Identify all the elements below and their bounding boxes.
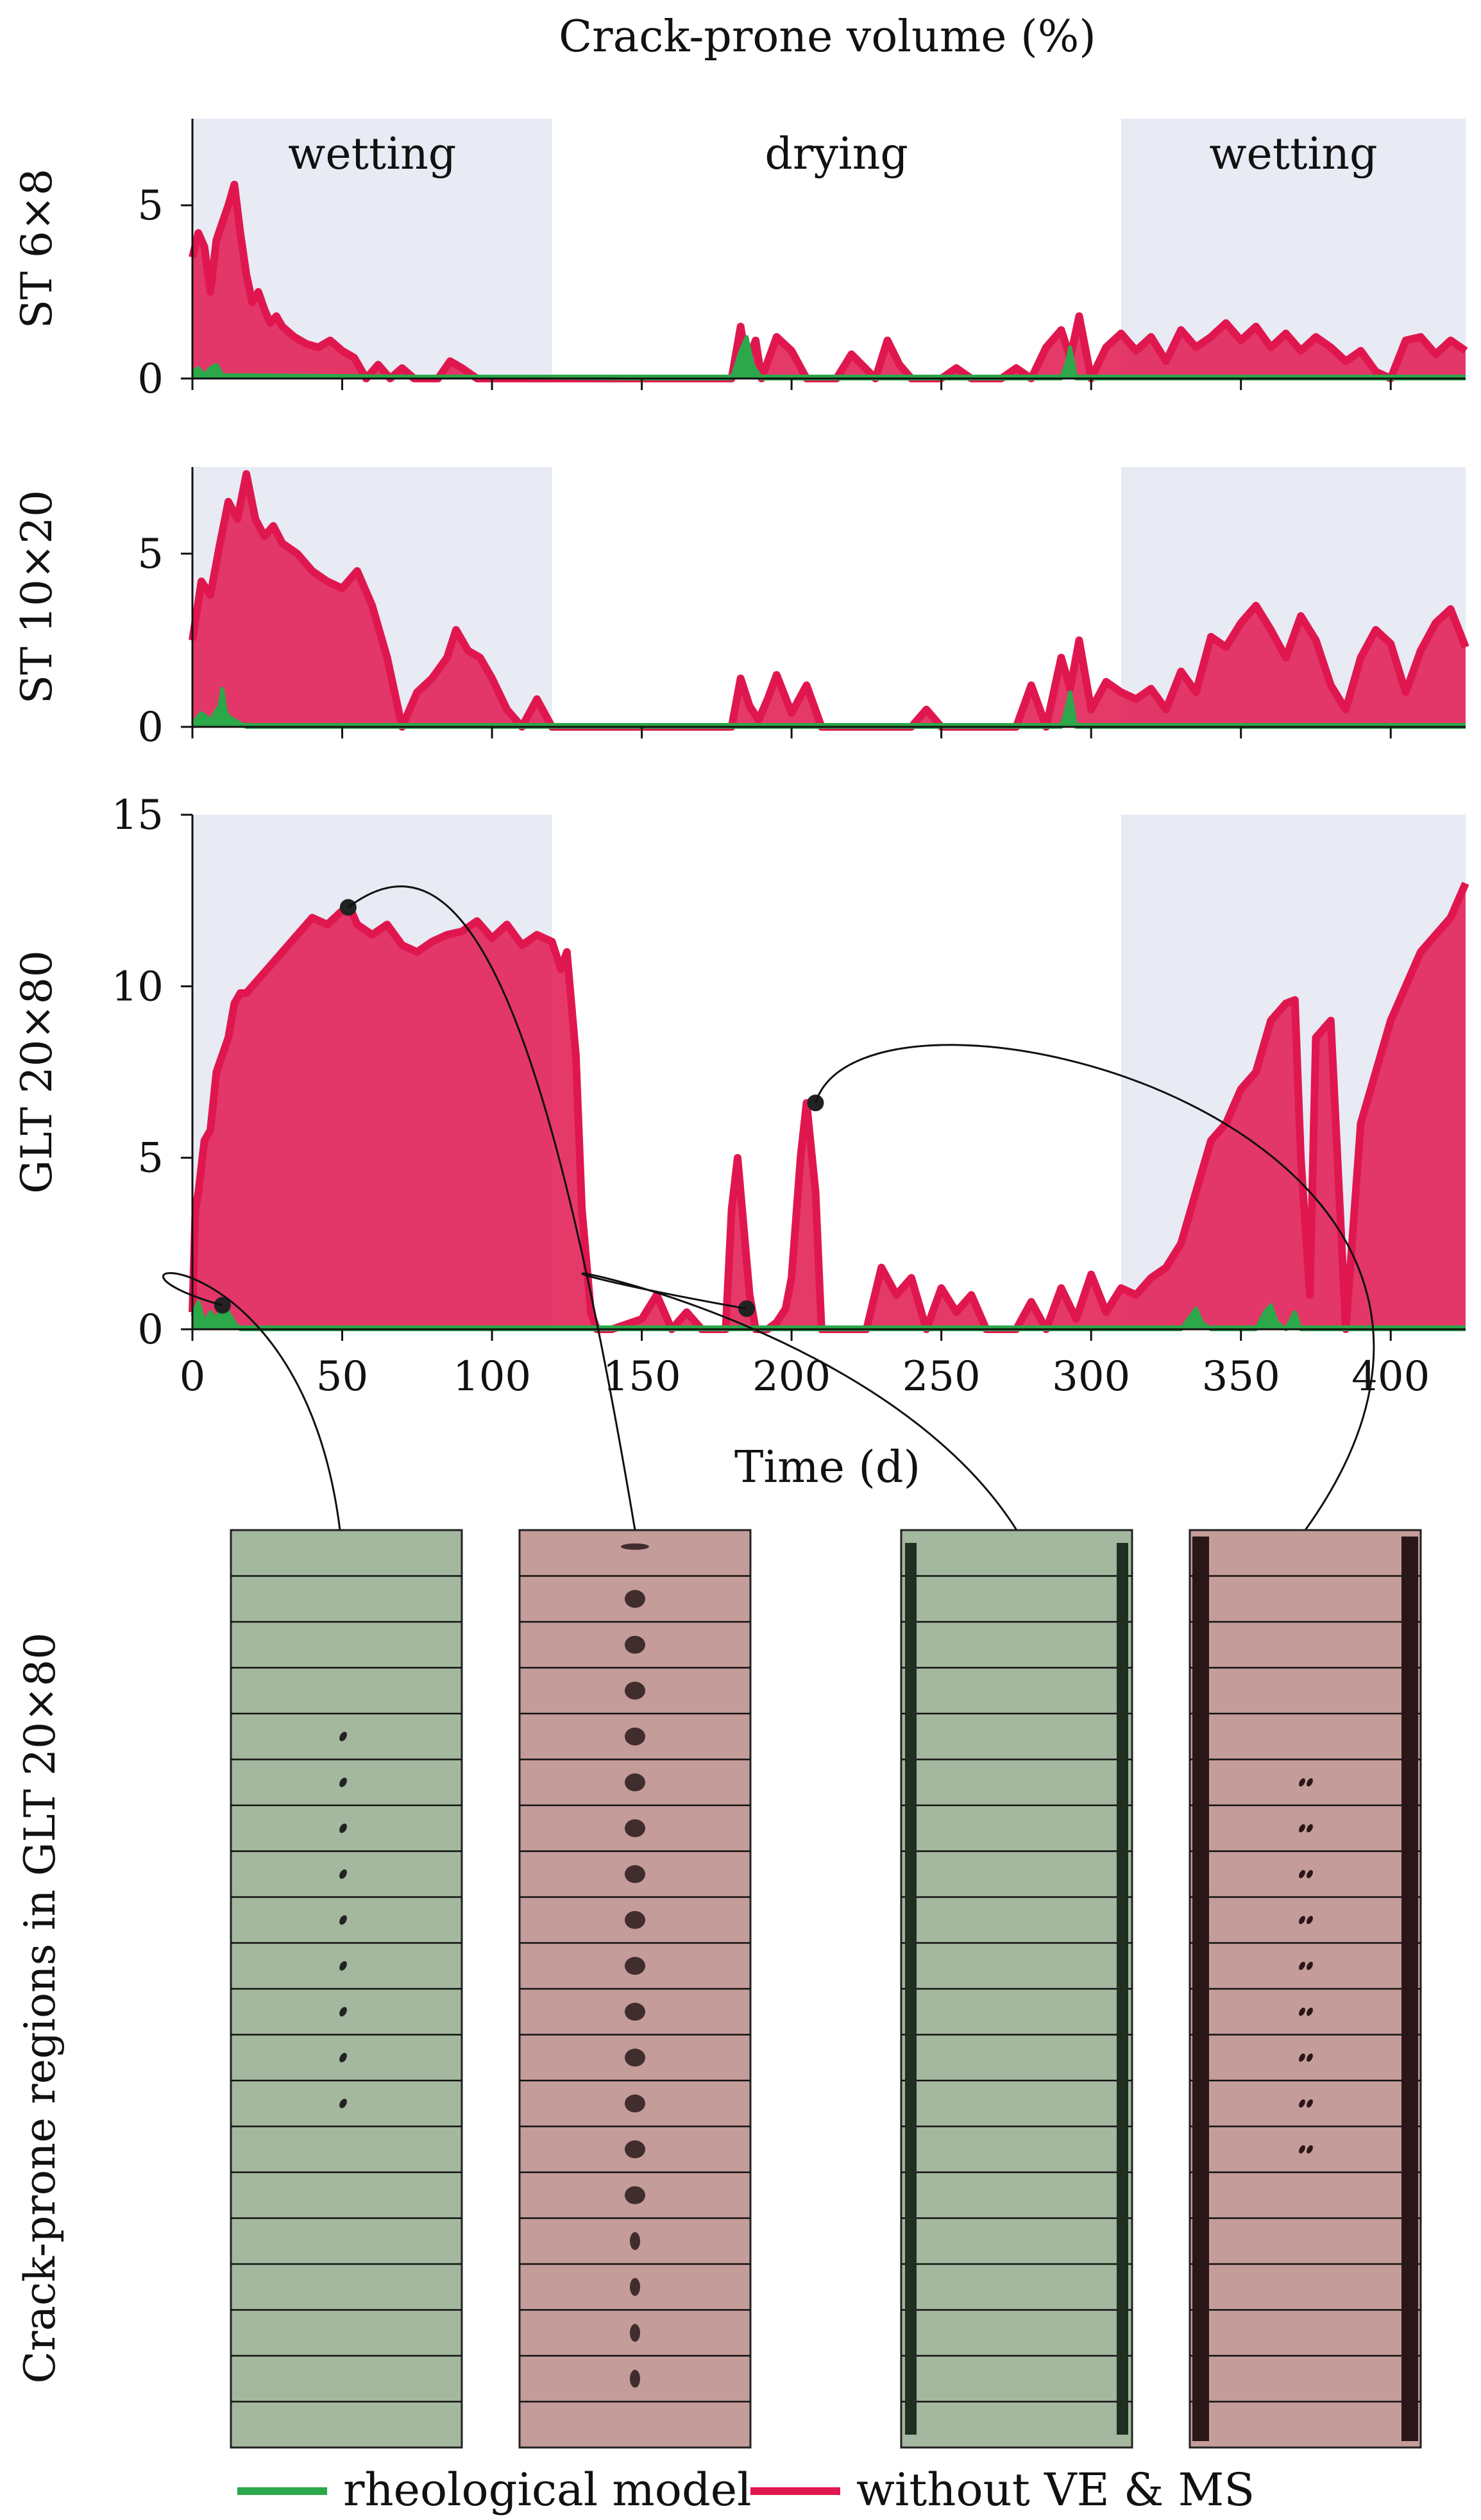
crack-region	[621, 1543, 649, 1550]
crack-region	[625, 1590, 645, 1608]
crack-region	[1299, 1824, 1305, 1833]
crack-region	[1307, 2145, 1313, 2154]
crack-region	[1299, 1916, 1305, 1925]
y-axis-label: ST 10×20	[12, 490, 62, 704]
legend: rheological model without VE & MS	[237, 2464, 1255, 2516]
crack-region	[625, 2002, 645, 2021]
connector-curve	[815, 1044, 1375, 1531]
y-tick-label: 15	[112, 792, 164, 839]
crack-region	[1299, 2145, 1305, 2154]
thumbnail-y-label: Crack-prone regions in GLT 20×80	[15, 1633, 65, 2384]
x-axis-label: Time (d)	[734, 1442, 920, 1493]
phase-label: wetting	[1209, 129, 1377, 180]
series-line-rheological	[190, 686, 1466, 729]
crack-region	[630, 2232, 640, 2251]
crack-region	[339, 1869, 347, 1879]
crack-region	[625, 2048, 645, 2067]
y-tick-label: 10	[112, 963, 164, 1010]
x-tick-label: 150	[603, 1353, 681, 1400]
crack-region	[625, 2094, 645, 2113]
legend-label: rheological model	[343, 2464, 752, 2516]
crack-region	[625, 1957, 645, 1975]
crack-region	[1299, 1961, 1305, 1970]
crack-region	[339, 1777, 347, 1787]
y-axis-label: GLT 20×80	[12, 950, 62, 1193]
y-tick-label: 0	[137, 355, 164, 403]
crack-region	[625, 1635, 645, 1654]
edge-crack-region	[905, 1543, 917, 2435]
crack-region	[630, 2277, 640, 2296]
crack-region	[1299, 2007, 1305, 2016]
crack-region	[339, 2099, 347, 2109]
connector-curve	[162, 1272, 341, 1531]
x-tick-label: 250	[902, 1353, 981, 1400]
crack-region	[339, 1961, 347, 1971]
crack-region	[630, 2324, 640, 2342]
crack-region	[1307, 1961, 1313, 1970]
thumbnail-4	[1189, 1529, 1422, 2449]
x-tick-label: 300	[1052, 1353, 1130, 1400]
thumbnail-1	[230, 1529, 463, 2449]
series-area-without-ve-ms	[192, 883, 1466, 1329]
y-tick-label: 5	[137, 182, 164, 230]
edge-crack-region	[1192, 1537, 1209, 2441]
edge-crack-region	[1401, 1537, 1418, 2441]
crack-region	[339, 2007, 347, 2017]
crack-region	[1299, 2053, 1305, 2062]
thumbnail-2	[518, 1529, 752, 2449]
phase-label: drying	[765, 129, 908, 180]
phase-label: wetting	[288, 129, 456, 180]
crack-region	[625, 2140, 645, 2159]
crack-region	[339, 1915, 347, 1925]
crack-region	[625, 1681, 645, 1700]
connector-curve	[581, 1272, 1018, 1531]
x-tick-label: 350	[1202, 1353, 1280, 1400]
crack-region	[625, 2186, 645, 2204]
y-tick-label: 5	[137, 1135, 164, 1182]
y-tick-label: 5	[137, 531, 164, 578]
chart-title: Crack-prone volume (%)	[559, 12, 1096, 62]
crack-region	[1307, 2053, 1313, 2062]
series-line-without-ve-ms	[189, 470, 1469, 731]
crack-region	[1307, 1916, 1313, 1925]
crack-region	[625, 1819, 645, 1837]
x-axis: 0 50 100 150 200 250 300 350 400	[180, 1353, 1430, 1400]
crack-region	[625, 1773, 645, 1792]
crack-region	[1299, 2099, 1305, 2108]
crack-region	[339, 2052, 347, 2063]
crack-region	[1299, 1778, 1305, 1787]
series-line-rheological	[191, 335, 1466, 380]
crack-region	[339, 1823, 347, 1834]
panel-1: 0 5 ST 6×8 wetting drying wetting	[12, 119, 1468, 403]
crack-region	[1307, 1869, 1313, 1878]
crack-region	[1307, 1778, 1313, 1787]
crack-region	[339, 1732, 347, 1742]
crack-region	[625, 1727, 645, 1746]
thumbnail-panels	[230, 1529, 1422, 2449]
y-axis-label: ST 6×8	[12, 169, 62, 329]
crack-region	[625, 1865, 645, 1884]
crack-region	[1307, 2099, 1313, 2108]
y-tick-label: 0	[137, 704, 164, 751]
x-tick-label: 400	[1351, 1353, 1430, 1400]
panel-3: 0 5 10 15 GLT 20×80	[12, 792, 1469, 1354]
thumbnail-3	[900, 1529, 1133, 2449]
plot-panels: 0 5 ST 6×8 wetting drying wetting 0 5 ST 10×20 0 5…	[12, 119, 1469, 1354]
crack-region	[625, 1911, 645, 1929]
panel-2: 0 5 ST 10×20	[12, 467, 1469, 751]
legend-label: without VE & MS	[856, 2464, 1255, 2516]
y-tick-label: 0	[137, 1306, 164, 1354]
crack-region	[630, 2369, 640, 2388]
x-tick-label: 0	[180, 1353, 206, 1400]
callout-connectors	[162, 885, 1375, 1531]
connector-curve	[347, 885, 636, 1531]
crack-region	[1307, 2007, 1313, 2016]
series-line-without-ve-ms	[189, 180, 1468, 382]
crack-region	[1307, 1824, 1313, 1833]
x-tick-label: 50	[316, 1353, 368, 1400]
crack-region	[1299, 1869, 1305, 1878]
x-tick-label: 100	[453, 1353, 531, 1400]
edge-crack-region	[1117, 1543, 1128, 2435]
